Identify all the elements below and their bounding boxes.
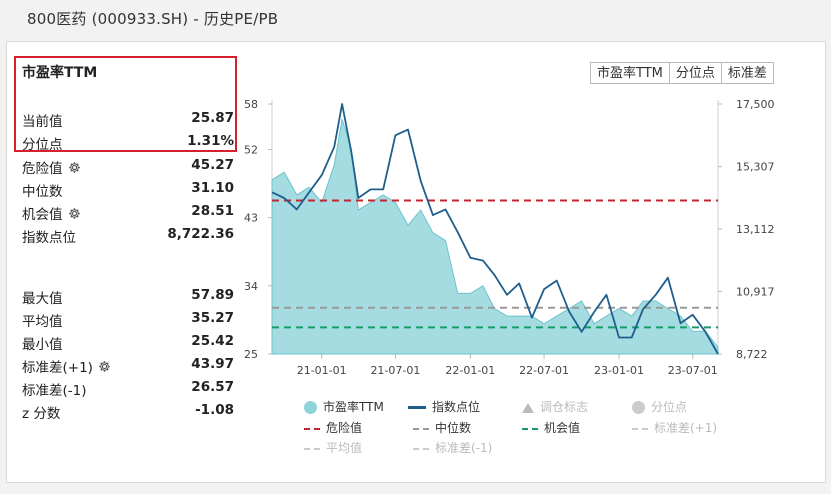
legend-dash-icon <box>522 427 538 430</box>
legend-rebalance[interactable]: 调仓标志 <box>522 398 588 415</box>
stat-value: 45.27 <box>191 157 234 173</box>
legend-dash-icon <box>632 427 648 430</box>
current-value-highlight-box <box>14 56 237 152</box>
stat-value: 28.51 <box>191 203 234 219</box>
stat-z-score: z 分数 -1.08 <box>22 402 234 424</box>
window-title: 800医药 (000933.SH) - 历史PE/PB <box>27 10 279 28</box>
legend-dot-icon <box>632 401 645 414</box>
legend-label: 标准差(-1) <box>435 441 493 455</box>
legend-label: 标准差(+1) <box>654 421 718 435</box>
legend-dash-icon <box>304 427 320 430</box>
legend-label: 中位数 <box>435 421 472 435</box>
legend-pe[interactable]: 市盈率TTM <box>304 398 384 415</box>
legend-label: 市盈率TTM <box>323 400 384 414</box>
stat-label: 指数点位 <box>22 230 76 246</box>
legend-std-minus[interactable]: 标准差(-1) <box>413 439 492 456</box>
stat-value: 31.10 <box>191 180 234 196</box>
legend-label: 调仓标志 <box>540 400 589 414</box>
stat-label: 当前值 <box>22 114 63 130</box>
metric-title: 市盈率TTM <box>22 65 98 81</box>
stat-value: 57.89 <box>191 287 234 303</box>
stat-label: 平均值 <box>22 314 63 330</box>
gear-icon[interactable] <box>68 161 81 174</box>
legend-mean[interactable]: 平均值 <box>304 439 362 456</box>
stat-label: 危险值 <box>22 157 81 177</box>
stat-label: 最小值 <box>22 337 63 353</box>
stat-current: 当前值 25.87 <box>22 110 234 132</box>
stat-danger: 危险值 45.27 <box>22 157 234 179</box>
stat-std-minus: 标准差(-1) 26.57 <box>22 379 234 401</box>
legend-label: 分位点 <box>651 400 688 414</box>
legend-percentile[interactable]: 分位点 <box>632 398 687 415</box>
tab-std-dev[interactable]: 标准差 <box>720 62 774 84</box>
stat-label: 最大值 <box>22 291 63 307</box>
legend-std-plus[interactable]: 标准差(+1) <box>632 419 717 436</box>
stat-value: 35.27 <box>191 310 234 326</box>
stat-label: 分位点 <box>22 137 63 153</box>
stat-label: 中位数 <box>22 184 63 200</box>
gear-icon[interactable] <box>98 360 111 373</box>
stat-index-points: 指数点位 8,722.36 <box>22 226 234 248</box>
legend-danger[interactable]: 危险值 <box>304 419 362 436</box>
legend-label: 平均值 <box>326 441 363 455</box>
stat-value: -1.08 <box>195 402 234 418</box>
legend-label: 危险值 <box>326 421 363 435</box>
stat-label-text: 标准差(+1) <box>22 360 93 376</box>
stat-std-plus: 标准差(+1) 43.97 <box>22 356 234 378</box>
stat-value: 8,722.36 <box>167 226 234 242</box>
stat-label: z 分数 <box>22 406 61 422</box>
stat-label: 标准差(+1) <box>22 356 111 376</box>
legend-dash-icon <box>413 447 429 450</box>
legend-label: 机会值 <box>544 421 581 435</box>
legend-dash-icon <box>304 447 320 450</box>
stat-label: 机会值 <box>22 203 81 223</box>
tab-pe-ttm[interactable]: 市盈率TTM <box>590 62 670 84</box>
stat-opportunity: 机会值 28.51 <box>22 203 234 225</box>
stat-min: 最小值 25.42 <box>22 333 234 355</box>
legend-opportunity[interactable]: 机会值 <box>522 419 580 436</box>
stat-value: 25.42 <box>191 333 234 349</box>
stat-label: 标准差(-1) <box>22 383 87 399</box>
stat-median: 中位数 31.10 <box>22 180 234 202</box>
stat-label-text: 危险值 <box>22 161 63 177</box>
legend-median[interactable]: 中位数 <box>413 419 471 436</box>
stat-percentile: 分位点 1.31% <box>22 133 234 155</box>
stat-value: 1.31% <box>187 133 234 149</box>
stat-value: 26.57 <box>191 379 234 395</box>
gear-icon[interactable] <box>68 207 81 220</box>
legend-dot-icon <box>304 401 317 414</box>
stat-value: 25.87 <box>191 110 234 126</box>
tab-percentile[interactable]: 分位点 <box>668 62 722 84</box>
metric-tabs: 市盈率TTM 分位点 标准差 <box>590 62 774 84</box>
stat-label-text: 机会值 <box>22 207 63 223</box>
legend-line-icon <box>408 406 426 409</box>
legend-index[interactable]: 指数点位 <box>408 398 480 415</box>
stat-value: 43.97 <box>191 356 234 372</box>
legend-label: 指数点位 <box>432 400 481 414</box>
legend-dash-icon <box>413 427 429 430</box>
stat-max: 最大值 57.89 <box>22 287 234 309</box>
stat-mean: 平均值 35.27 <box>22 310 234 332</box>
triangle-icon <box>522 402 534 413</box>
